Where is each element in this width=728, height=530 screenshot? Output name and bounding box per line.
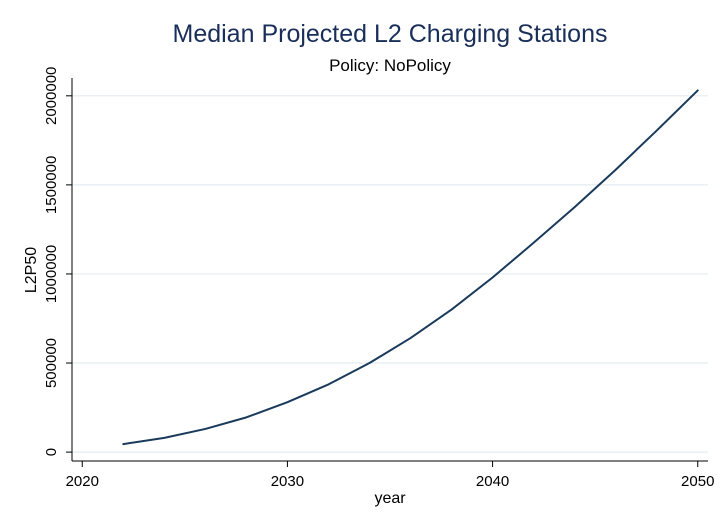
y-ticks: 0 500000 1000000 1500000 2000000 [43, 67, 72, 456]
y-tick-label: 2000000 [43, 67, 60, 125]
y-tick-label: 0 [43, 448, 60, 456]
grid-lines [72, 95, 708, 453]
x-axis-label: year [374, 490, 406, 507]
x-tick-label: 2020 [66, 473, 99, 490]
chart-title: Median Projected L2 Charging Stations [173, 20, 608, 48]
y-axis-label: L2P50 [23, 247, 40, 293]
x-ticks: 2020 2030 2040 2050 [66, 461, 714, 490]
y-tick-label: 500000 [43, 338, 60, 388]
chart-subtitle: Policy: NoPolicy [329, 56, 451, 75]
x-tick-label: 2030 [271, 473, 304, 490]
axes [71, 78, 708, 462]
series-layer [122, 89, 699, 446]
y-tick-label: 1000000 [43, 245, 60, 303]
x-tick-label: 2050 [681, 473, 714, 490]
series-line [122, 89, 699, 446]
y-tick-label: 1500000 [43, 156, 60, 214]
x-tick-label: 2040 [476, 473, 509, 490]
